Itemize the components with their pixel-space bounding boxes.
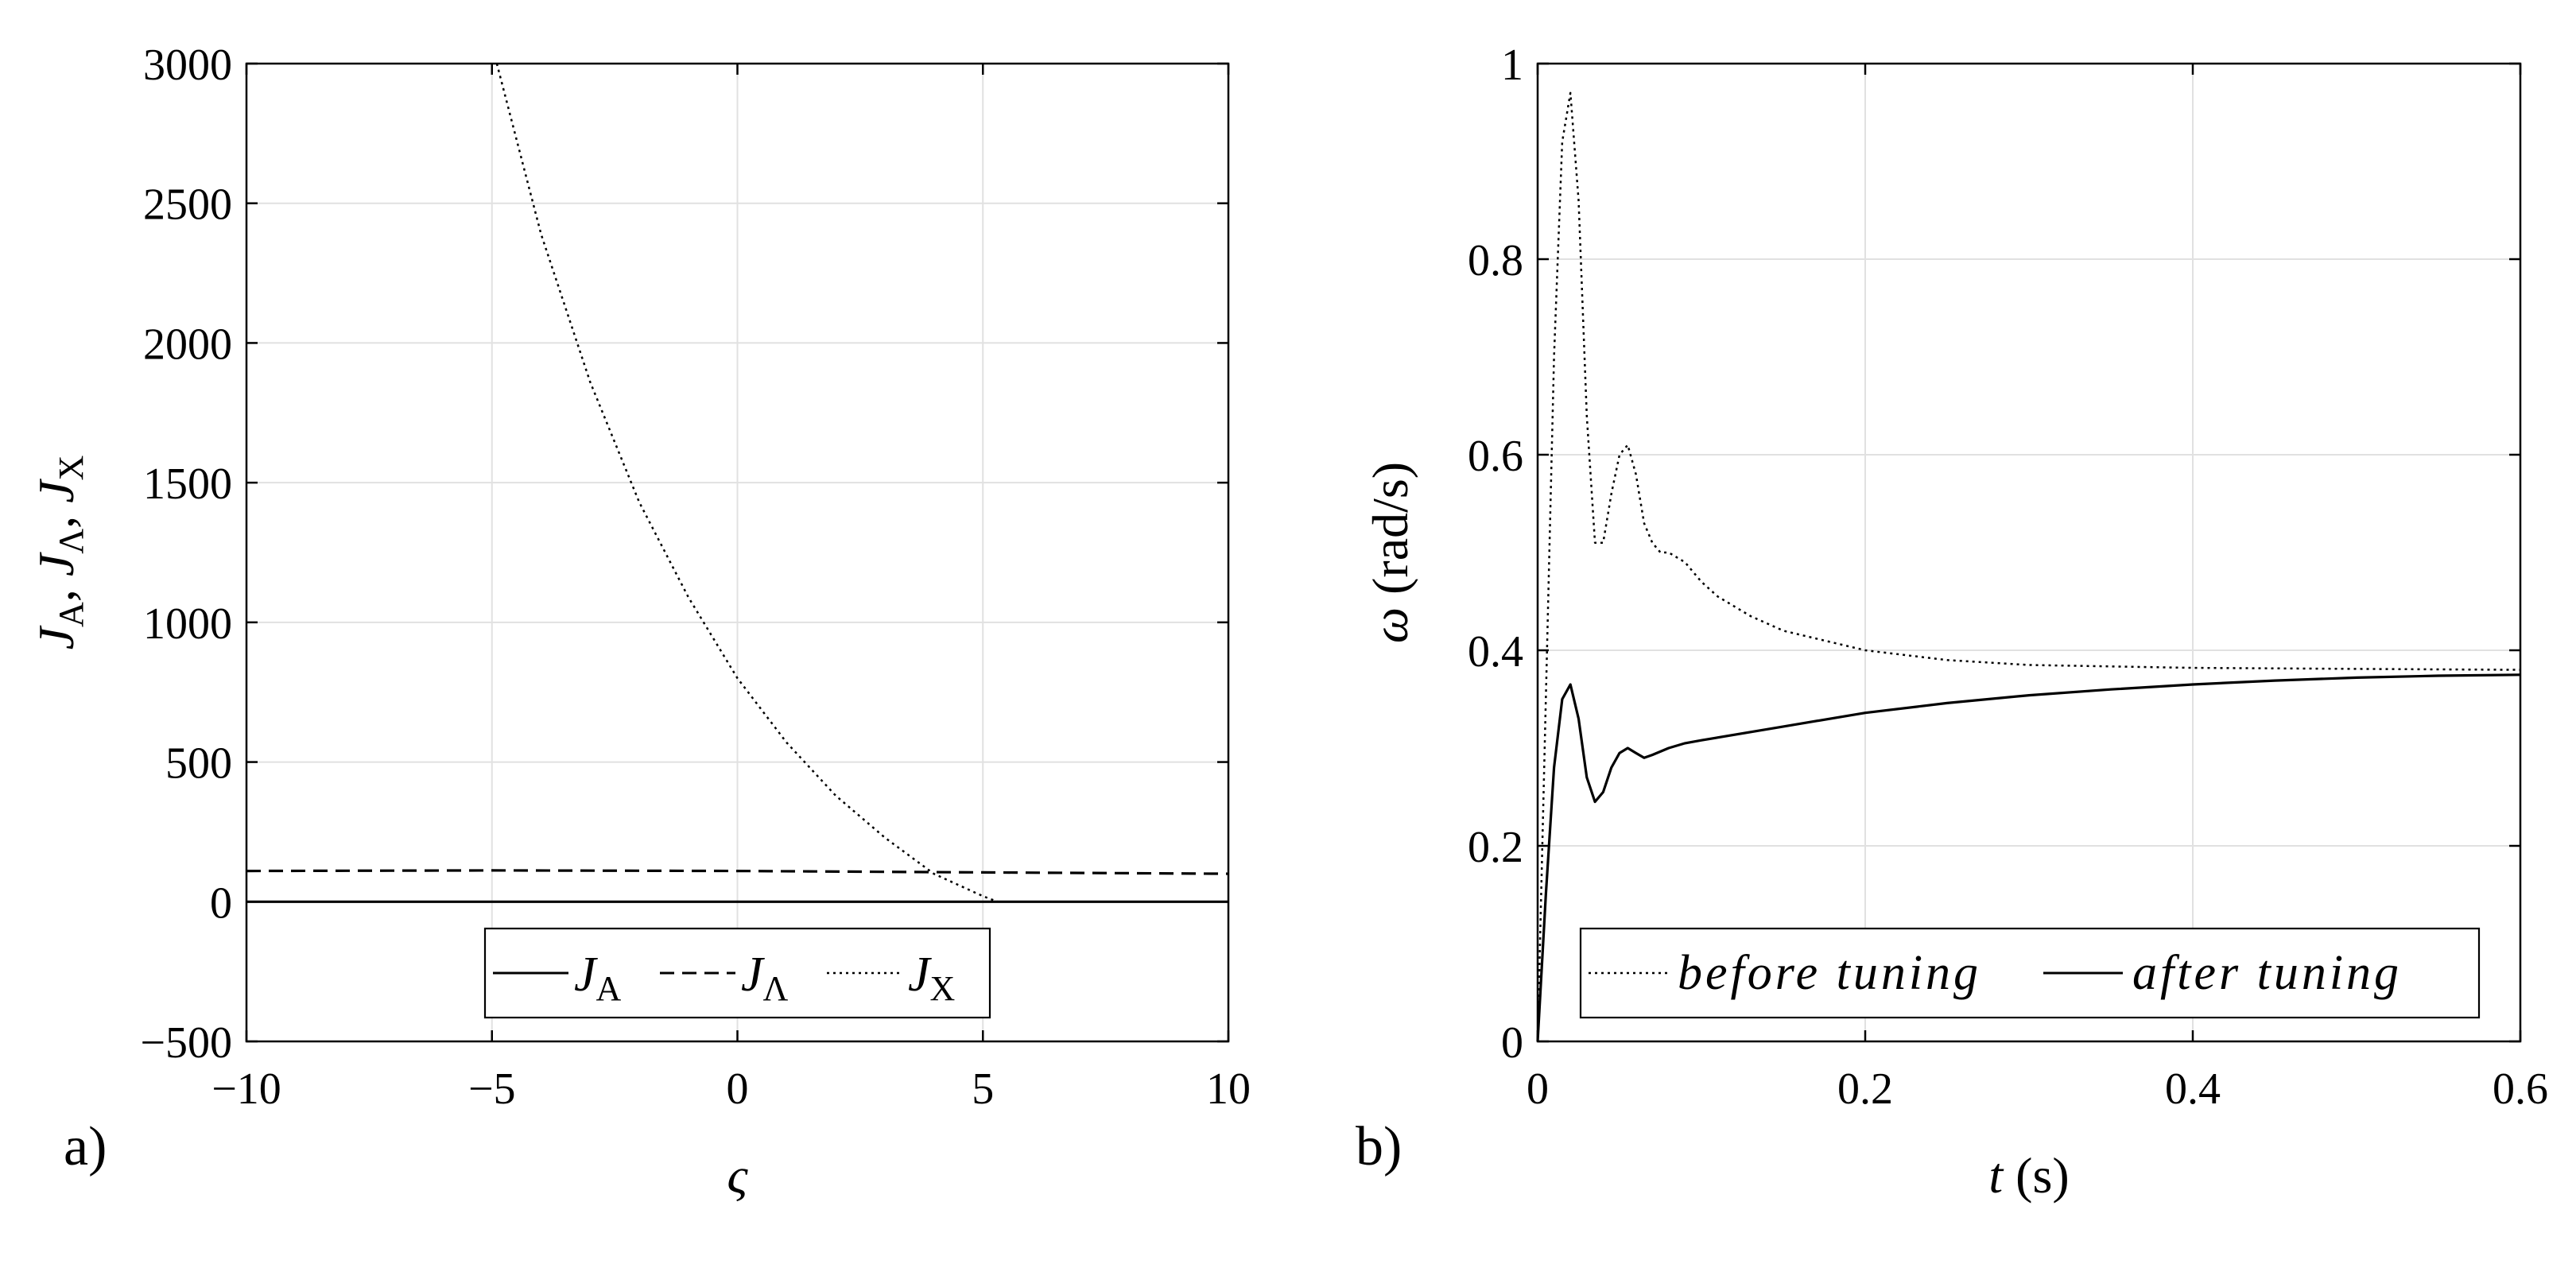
chart-a-ylabel: JA, JΛ, JX	[28, 456, 91, 650]
x-tick-label: −10	[211, 1064, 281, 1114]
y-tick-label: 0.8	[1468, 236, 1523, 285]
legend-box	[1579, 927, 2481, 1019]
chart-a-ticks: −10 −5 0 5 10 −500 0 500 1000 1500 2000 2500 3000	[140, 41, 1251, 1114]
legend-label-sub: Λ	[763, 969, 789, 1008]
ylabel-unit: (rad/s)	[1362, 462, 1418, 607]
chart-b-xlabel: t (s)	[1988, 1147, 2069, 1204]
series-line-after-tuning	[1536, 673, 2521, 1042]
chart-b-panel-label: b)	[1356, 1116, 1402, 1177]
chart-a-grid	[246, 64, 1228, 1041]
x-tick-label: 0	[1527, 1064, 1549, 1114]
legend-label: JX	[908, 948, 955, 1008]
chart-a-panel-label: a)	[64, 1116, 107, 1177]
chart-b-legend: before tuning after tuning	[1579, 927, 2481, 1019]
chart-a-legend: JA JΛ JX	[483, 927, 991, 1019]
y-tick-label: 1	[1501, 41, 1523, 90]
y-tick-label: 1500	[143, 459, 232, 509]
y-tick-label: 0.2	[1468, 823, 1523, 872]
chart-b-grid	[1538, 64, 2520, 1041]
ylabel-sub: A	[52, 602, 91, 627]
x-tick-label: 0.2	[1837, 1064, 1893, 1114]
x-tick-label: 0.6	[2493, 1064, 2548, 1114]
xlabel-unit: (s)	[2003, 1147, 2070, 1204]
y-tick-label: 3000	[143, 41, 232, 90]
ylabel-main: J	[28, 552, 84, 576]
chart-b: 0 0.2 0.4 0.6 0 0.2 0.4 0.6 0.8 1 before tuning af…	[1356, 41, 2548, 1204]
x-tick-label: −5	[468, 1064, 516, 1114]
x-tick-label: 0.4	[2165, 1064, 2221, 1114]
chart-b-series	[1536, 91, 2521, 1042]
legend-label-main: J	[574, 948, 598, 1002]
x-tick-label: 0	[727, 1064, 749, 1114]
y-tick-label: 0.6	[1468, 432, 1523, 481]
legend-box	[483, 927, 991, 1019]
y-tick-label: 0	[1501, 1018, 1523, 1068]
ylabel-sub: X	[52, 456, 91, 481]
ylabel-sub: Λ	[52, 529, 91, 554]
y-tick-label: 500	[165, 739, 232, 789]
legend-label: JΛ	[741, 948, 789, 1008]
legend-label-sub: X	[930, 969, 956, 1008]
y-tick-label: 2500	[143, 180, 232, 230]
legend-label-sub: A	[596, 969, 622, 1008]
x-tick-label: 10	[1206, 1064, 1251, 1114]
y-tick-label: 2000	[143, 320, 232, 369]
xlabel-var: t	[1988, 1147, 2004, 1204]
series-line-j-	[246, 869, 1229, 875]
legend-label-main: J	[908, 948, 932, 1002]
y-tick-label: 1000	[143, 599, 232, 649]
legend-label: before tuning	[1678, 946, 1981, 1000]
legend-label: after tuning	[2132, 946, 2402, 1000]
ylabel-main: J	[28, 625, 84, 649]
ylabel-sep: ,	[28, 503, 84, 529]
ylabel-main: J	[28, 479, 84, 503]
chart-b-ticks: 0 0.2 0.4 0.6 0 0.2 0.4 0.6 0.8 1	[1468, 41, 2548, 1114]
legend-label: JA	[574, 948, 622, 1008]
chart-b-axes-box	[1536, 62, 2522, 1043]
chart-a-xlabel: ς	[727, 1147, 749, 1204]
y-tick-label: 0.4	[1468, 627, 1523, 677]
series-line-before-tuning	[1536, 91, 2521, 1042]
ylabel-sep: ,	[28, 576, 84, 602]
legend-label-main: J	[741, 948, 765, 1002]
chart-a-series	[246, 63, 1229, 903]
x-tick-label: 5	[972, 1064, 994, 1114]
y-tick-label: −500	[140, 1018, 232, 1068]
series-line-j-x	[495, 63, 999, 903]
chart-b-ylabel: ω (rad/s)	[1362, 462, 1418, 643]
ylabel-var: ω	[1362, 607, 1418, 643]
y-tick-label: 0	[210, 878, 232, 928]
